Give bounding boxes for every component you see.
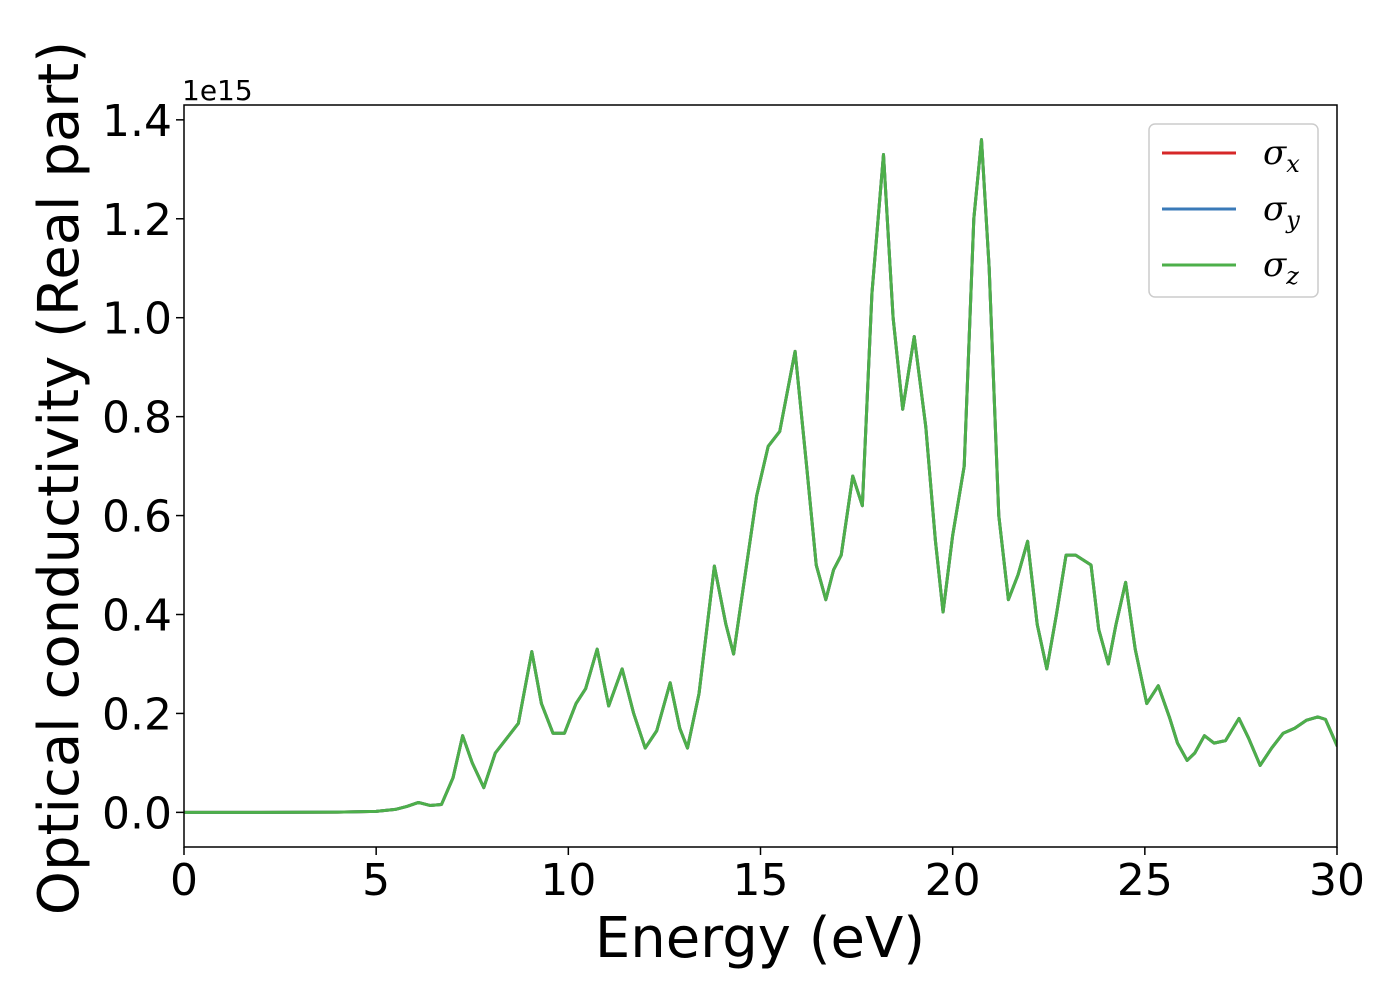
legend-label: σz	[1263, 245, 1299, 290]
y-tick-label: 0.2	[102, 689, 172, 740]
y-tick-label: 1.4	[102, 96, 172, 147]
y-tick-label: 1.2	[102, 195, 172, 246]
x-tick-label: 20	[925, 855, 981, 906]
y-tick-label: 0.6	[102, 492, 172, 543]
y-axis-ticks: 0.0 0.2 0.4 0.6 0.8 1.0 1.2 1.4	[102, 96, 184, 839]
legend-label: σx	[1263, 133, 1300, 178]
legend-item-z: σz	[1162, 245, 1299, 290]
legend-item-y: σy	[1162, 189, 1300, 234]
x-tick-label: 30	[1309, 855, 1365, 906]
legend-label: σy	[1263, 189, 1300, 234]
y-tick-label: 0.8	[102, 393, 172, 444]
y-tick-label: 0.4	[102, 591, 172, 642]
x-tick-label: 5	[362, 855, 390, 906]
x-axis-ticks: 0 5 10 15 20 25 30	[170, 847, 1365, 906]
x-tick-label: 25	[1117, 855, 1173, 906]
y-axis-offset-text: 1e15	[182, 74, 253, 107]
y-axis-label: Optical conductivity (Real part)	[27, 41, 92, 915]
plot-area	[183, 104, 1338, 848]
series-layer	[184, 138, 1337, 814]
x-tick-label: 0	[170, 855, 198, 906]
series-line-z	[184, 138, 1337, 814]
y-tick-label: 0.0	[102, 788, 172, 839]
legend: σx σy σz	[1148, 123, 1319, 298]
x-tick-label: 15	[733, 855, 789, 906]
legend-item-x: σx	[1162, 133, 1300, 178]
y-tick-label: 1.0	[102, 294, 172, 345]
x-axis-label: Energy (eV)	[595, 906, 925, 971]
x-tick-label: 10	[540, 855, 596, 906]
